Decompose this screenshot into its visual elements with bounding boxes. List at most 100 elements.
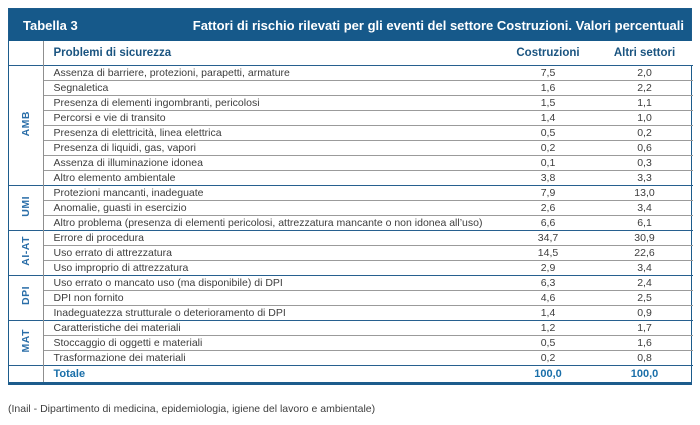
row-label: Caratteristiche dei materiali (43, 319, 500, 335)
table-row: Uso improprio di attrezzatura 2,9 3,4 (9, 259, 693, 275)
value-altri: 1,1 (596, 94, 693, 110)
value-costruzioni: 2,6 (500, 199, 596, 215)
row-label: Inadeguatezza strutturale o deterioramen… (43, 304, 500, 320)
table-row: Stoccaggio di oggetti e materiali 0,5 1,… (9, 334, 693, 350)
row-label: Presenza di elementi ingombranti, perico… (43, 94, 500, 110)
value-altri: 13,0 (596, 184, 693, 200)
table-row: Altro elemento ambientale 3,8 3,3 (9, 169, 693, 185)
total-altri: 100,0 (596, 364, 693, 382)
value-altri: 30,9 (596, 229, 693, 245)
row-label: Anomalie, guasti in esercizio (43, 199, 500, 215)
row-label: Protezioni mancanti, inadeguate (43, 184, 500, 200)
row-label: Assenza di barriere, protezioni, parapet… (43, 64, 500, 80)
group-label-text: MAT (19, 329, 32, 353)
table-row: MAT Caratteristiche dei materiali 1,2 1,… (9, 319, 693, 365)
table-header: Problemi di sicurezza Costruzioni Altri … (9, 41, 693, 65)
data-table: Problemi di sicurezza Costruzioni Altri … (9, 41, 693, 382)
row-label: Altro problema (presenza di elementi per… (43, 214, 500, 230)
value-costruzioni: 0,5 (500, 124, 596, 140)
total-row: Totale 100,0 100,0 (9, 364, 693, 382)
value-costruzioni: 1,6 (500, 79, 596, 95)
value-altri: 0,2 (596, 124, 693, 140)
value-altri: 2,2 (596, 79, 693, 95)
table-row: Segnaletica 1,6 2,2 (9, 79, 693, 95)
value-costruzioni: 0,5 (500, 334, 596, 350)
value-costruzioni: 1,2 (500, 319, 596, 335)
row-label: DPI non fornito (43, 289, 500, 305)
value-altri: 3,3 (596, 169, 693, 185)
value-altri: 2,5 (596, 289, 693, 305)
value-costruzioni: 6,3 (500, 274, 596, 290)
group-label-umi: UMI (9, 184, 44, 230)
source-note: (Inail - Dipartimento di medicina, epide… (8, 403, 376, 415)
value-costruzioni: 1,4 (500, 304, 596, 320)
value-altri: 0,8 (596, 349, 693, 365)
value-costruzioni: 6,6 (500, 214, 596, 230)
value-altri: 0,3 (596, 154, 693, 170)
total-label: Totale (43, 364, 500, 382)
row-label: Uso errato o mancato uso (ma disponibile… (43, 274, 500, 290)
table-row: DPI Uso errato o mancato uso (ma disponi… (9, 274, 693, 320)
column-header-problem: Problemi di sicurezza (43, 41, 500, 65)
value-costruzioni: 34,7 (500, 229, 596, 245)
table-row: Assenza di illuminazione idonea 0,1 0,3 (9, 154, 693, 170)
table-row: Presenza di elettricità, linea elettrica… (9, 124, 693, 140)
column-header-costruzioni: Costruzioni (500, 41, 596, 65)
row-label: Assenza di illuminazione idonea (43, 154, 500, 170)
group-label-text: UMI (19, 195, 32, 217)
value-costruzioni: 0,2 (500, 139, 596, 155)
table-row: Altro problema (presenza di elementi per… (9, 214, 693, 230)
value-costruzioni: 4,6 (500, 289, 596, 305)
value-altri: 0,9 (596, 304, 693, 320)
total-costruzioni: 100,0 (500, 364, 596, 382)
value-altri: 6,1 (596, 214, 693, 230)
value-costruzioni: 0,2 (500, 349, 596, 365)
table-label: Tabella 3 (23, 17, 78, 33)
value-costruzioni: 3,8 (500, 169, 596, 185)
row-label: Segnaletica (43, 79, 500, 95)
group-label-text: AI-AT (19, 236, 32, 266)
group-label-text: AMB (19, 110, 32, 137)
group-label-text: DPI (19, 286, 32, 306)
table-row: Percorsi e vie di transito 1,4 1,0 (9, 109, 693, 125)
row-label: Errore di procedura (43, 229, 500, 245)
risk-factors-table: Tabella 3 Fattori di rischio rilevati pe… (8, 8, 693, 385)
group-label-mat: MAT (9, 319, 44, 365)
row-label: Altro elemento ambientale (43, 169, 500, 185)
value-costruzioni: 7,9 (500, 184, 596, 200)
table-title: Fattori di rischio rilevati per gli even… (192, 17, 684, 33)
value-costruzioni: 1,5 (500, 94, 596, 110)
row-label: Presenza di liquidi, gas, vapori (43, 139, 500, 155)
group-label-dpi: DPI (9, 274, 44, 320)
table-row: AI-AT Errore di procedura 34,7 30,9 (9, 229, 693, 275)
value-costruzioni: 1,4 (500, 109, 596, 125)
header-row: Problemi di sicurezza Costruzioni Altri … (9, 41, 693, 65)
row-label: Presenza di elettricità, linea elettrica (43, 124, 500, 140)
value-altri: 22,6 (596, 244, 693, 260)
table-row: DPI non fornito 4,6 2,5 (9, 289, 693, 305)
table-row: Anomalie, guasti in esercizio 2,6 3,4 (9, 199, 693, 215)
value-altri: 1,6 (596, 334, 693, 350)
table-row: Inadeguatezza strutturale o deterioramen… (9, 304, 693, 320)
table-row: Presenza di elementi ingombranti, perico… (9, 94, 693, 110)
row-label: Percorsi e vie di transito (43, 109, 500, 125)
table-row: Presenza di liquidi, gas, vapori 0,2 0,6 (9, 139, 693, 155)
table-row: Uso errato di attrezzatura 14,5 22,6 (9, 244, 693, 260)
row-label: Trasformazione dei materiali (43, 349, 500, 365)
value-altri: 3,4 (596, 259, 693, 275)
value-costruzioni: 14,5 (500, 244, 596, 260)
group-label-amb: AMB (9, 64, 44, 185)
table-body: AMB Assenza di barriere, protezioni, par… (9, 64, 693, 382)
row-label: Stoccaggio di oggetti e materiali (43, 334, 500, 350)
header-group-spacer (9, 41, 44, 65)
column-header-altri-settori: Altri settori (596, 41, 693, 65)
value-costruzioni: 0,1 (500, 154, 596, 170)
value-costruzioni: 7,5 (500, 64, 596, 80)
value-altri: 1,0 (596, 109, 693, 125)
row-label: Uso improprio di attrezzatura (43, 259, 500, 275)
value-altri: 3,4 (596, 199, 693, 215)
value-altri: 2,4 (596, 274, 693, 290)
value-altri: 0,6 (596, 139, 693, 155)
value-altri: 2,0 (596, 64, 693, 80)
row-label: Uso errato di attrezzatura (43, 244, 500, 260)
